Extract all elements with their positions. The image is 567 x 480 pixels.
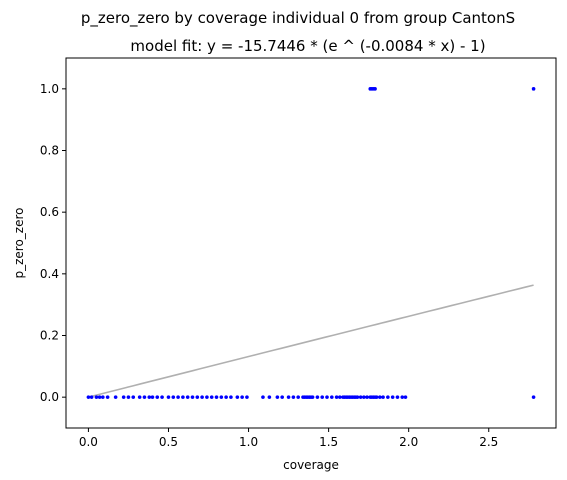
data-point — [240, 395, 244, 399]
data-point — [219, 395, 224, 399]
data-point — [531, 87, 536, 91]
scatter-points — [86, 87, 536, 399]
data-point — [390, 395, 395, 399]
data-point — [403, 395, 408, 399]
data-point — [373, 87, 377, 91]
data-point — [245, 395, 249, 399]
x-tick-label: 1.0 — [239, 435, 258, 449]
data-point — [291, 395, 296, 399]
data-point — [280, 395, 284, 399]
x-tick-label: 2.0 — [399, 435, 418, 449]
data-point — [190, 395, 195, 399]
data-point — [374, 395, 379, 399]
plot-area — [66, 58, 556, 428]
data-point — [334, 395, 339, 399]
data-point — [229, 395, 233, 399]
data-point — [365, 395, 369, 399]
y-axis-ticks: 0.0 0.2 0.4 0.6 0.8 1.0 — [40, 82, 66, 404]
data-point — [181, 395, 185, 399]
data-point — [235, 395, 240, 399]
y-tick-label: 0.6 — [40, 205, 59, 219]
data-point — [209, 395, 214, 399]
data-point — [386, 395, 390, 399]
y-tick-label: 0.2 — [40, 329, 59, 343]
data-point — [224, 395, 228, 399]
data-point — [205, 395, 209, 399]
plot-frame — [65, 57, 557, 429]
data-point — [330, 395, 334, 399]
x-tick-label: 2.5 — [479, 435, 498, 449]
y-tick-label: 0.0 — [40, 390, 59, 404]
data-point — [101, 395, 105, 399]
fit-line — [88, 284, 534, 398]
data-point — [378, 395, 382, 399]
data-point — [131, 395, 136, 399]
data-point — [315, 395, 320, 399]
data-point — [97, 395, 102, 399]
data-point — [171, 395, 176, 399]
data-point — [105, 395, 110, 399]
data-point — [126, 395, 131, 399]
data-point — [86, 395, 91, 399]
data-point — [214, 395, 219, 399]
data-point — [147, 395, 152, 399]
x-axis-label: coverage — [283, 458, 339, 472]
x-tick-label: 0.5 — [159, 435, 178, 449]
y-tick-label: 0.8 — [40, 144, 59, 158]
data-point — [320, 395, 325, 399]
data-point — [94, 395, 99, 399]
data-point — [195, 395, 200, 399]
data-point — [185, 395, 190, 399]
data-point — [89, 395, 94, 399]
data-point — [395, 395, 400, 399]
data-point — [355, 395, 360, 399]
chart-subtitle: model fit: y = -15.7446 * (e ^ (-0.0084 … — [130, 37, 485, 55]
chart-title: p_zero_zero by coverage individual 0 fro… — [81, 9, 515, 28]
x-axis-ticks: 0.0 0.5 1.0 1.5 2.0 2.5 — [79, 428, 498, 449]
data-point — [137, 395, 142, 399]
data-point — [166, 395, 171, 399]
x-tick-label: 0.0 — [79, 435, 98, 449]
data-point — [155, 395, 160, 399]
data-point — [113, 395, 118, 399]
data-point — [261, 395, 265, 399]
data-point — [310, 395, 315, 399]
fit-line-layer — [88, 284, 534, 398]
data-point — [400, 395, 405, 399]
data-point — [275, 395, 280, 399]
data-point — [176, 395, 180, 399]
data-point — [358, 395, 363, 399]
data-point — [362, 395, 366, 399]
data-point — [325, 395, 329, 399]
data-point — [531, 395, 536, 399]
data-point — [150, 395, 155, 399]
y-tick-label: 0.4 — [40, 267, 59, 281]
data-point — [338, 395, 342, 399]
data-point — [160, 395, 164, 399]
data-point — [267, 395, 272, 399]
data-point — [296, 395, 300, 399]
y-tick-label: 1.0 — [40, 82, 59, 96]
data-point — [142, 395, 147, 399]
data-point — [286, 395, 291, 399]
data-point — [381, 395, 385, 399]
x-tick-label: 1.5 — [319, 435, 338, 449]
y-axis-label: p_zero_zero — [12, 207, 26, 278]
data-point — [121, 395, 126, 399]
data-point — [200, 395, 204, 399]
